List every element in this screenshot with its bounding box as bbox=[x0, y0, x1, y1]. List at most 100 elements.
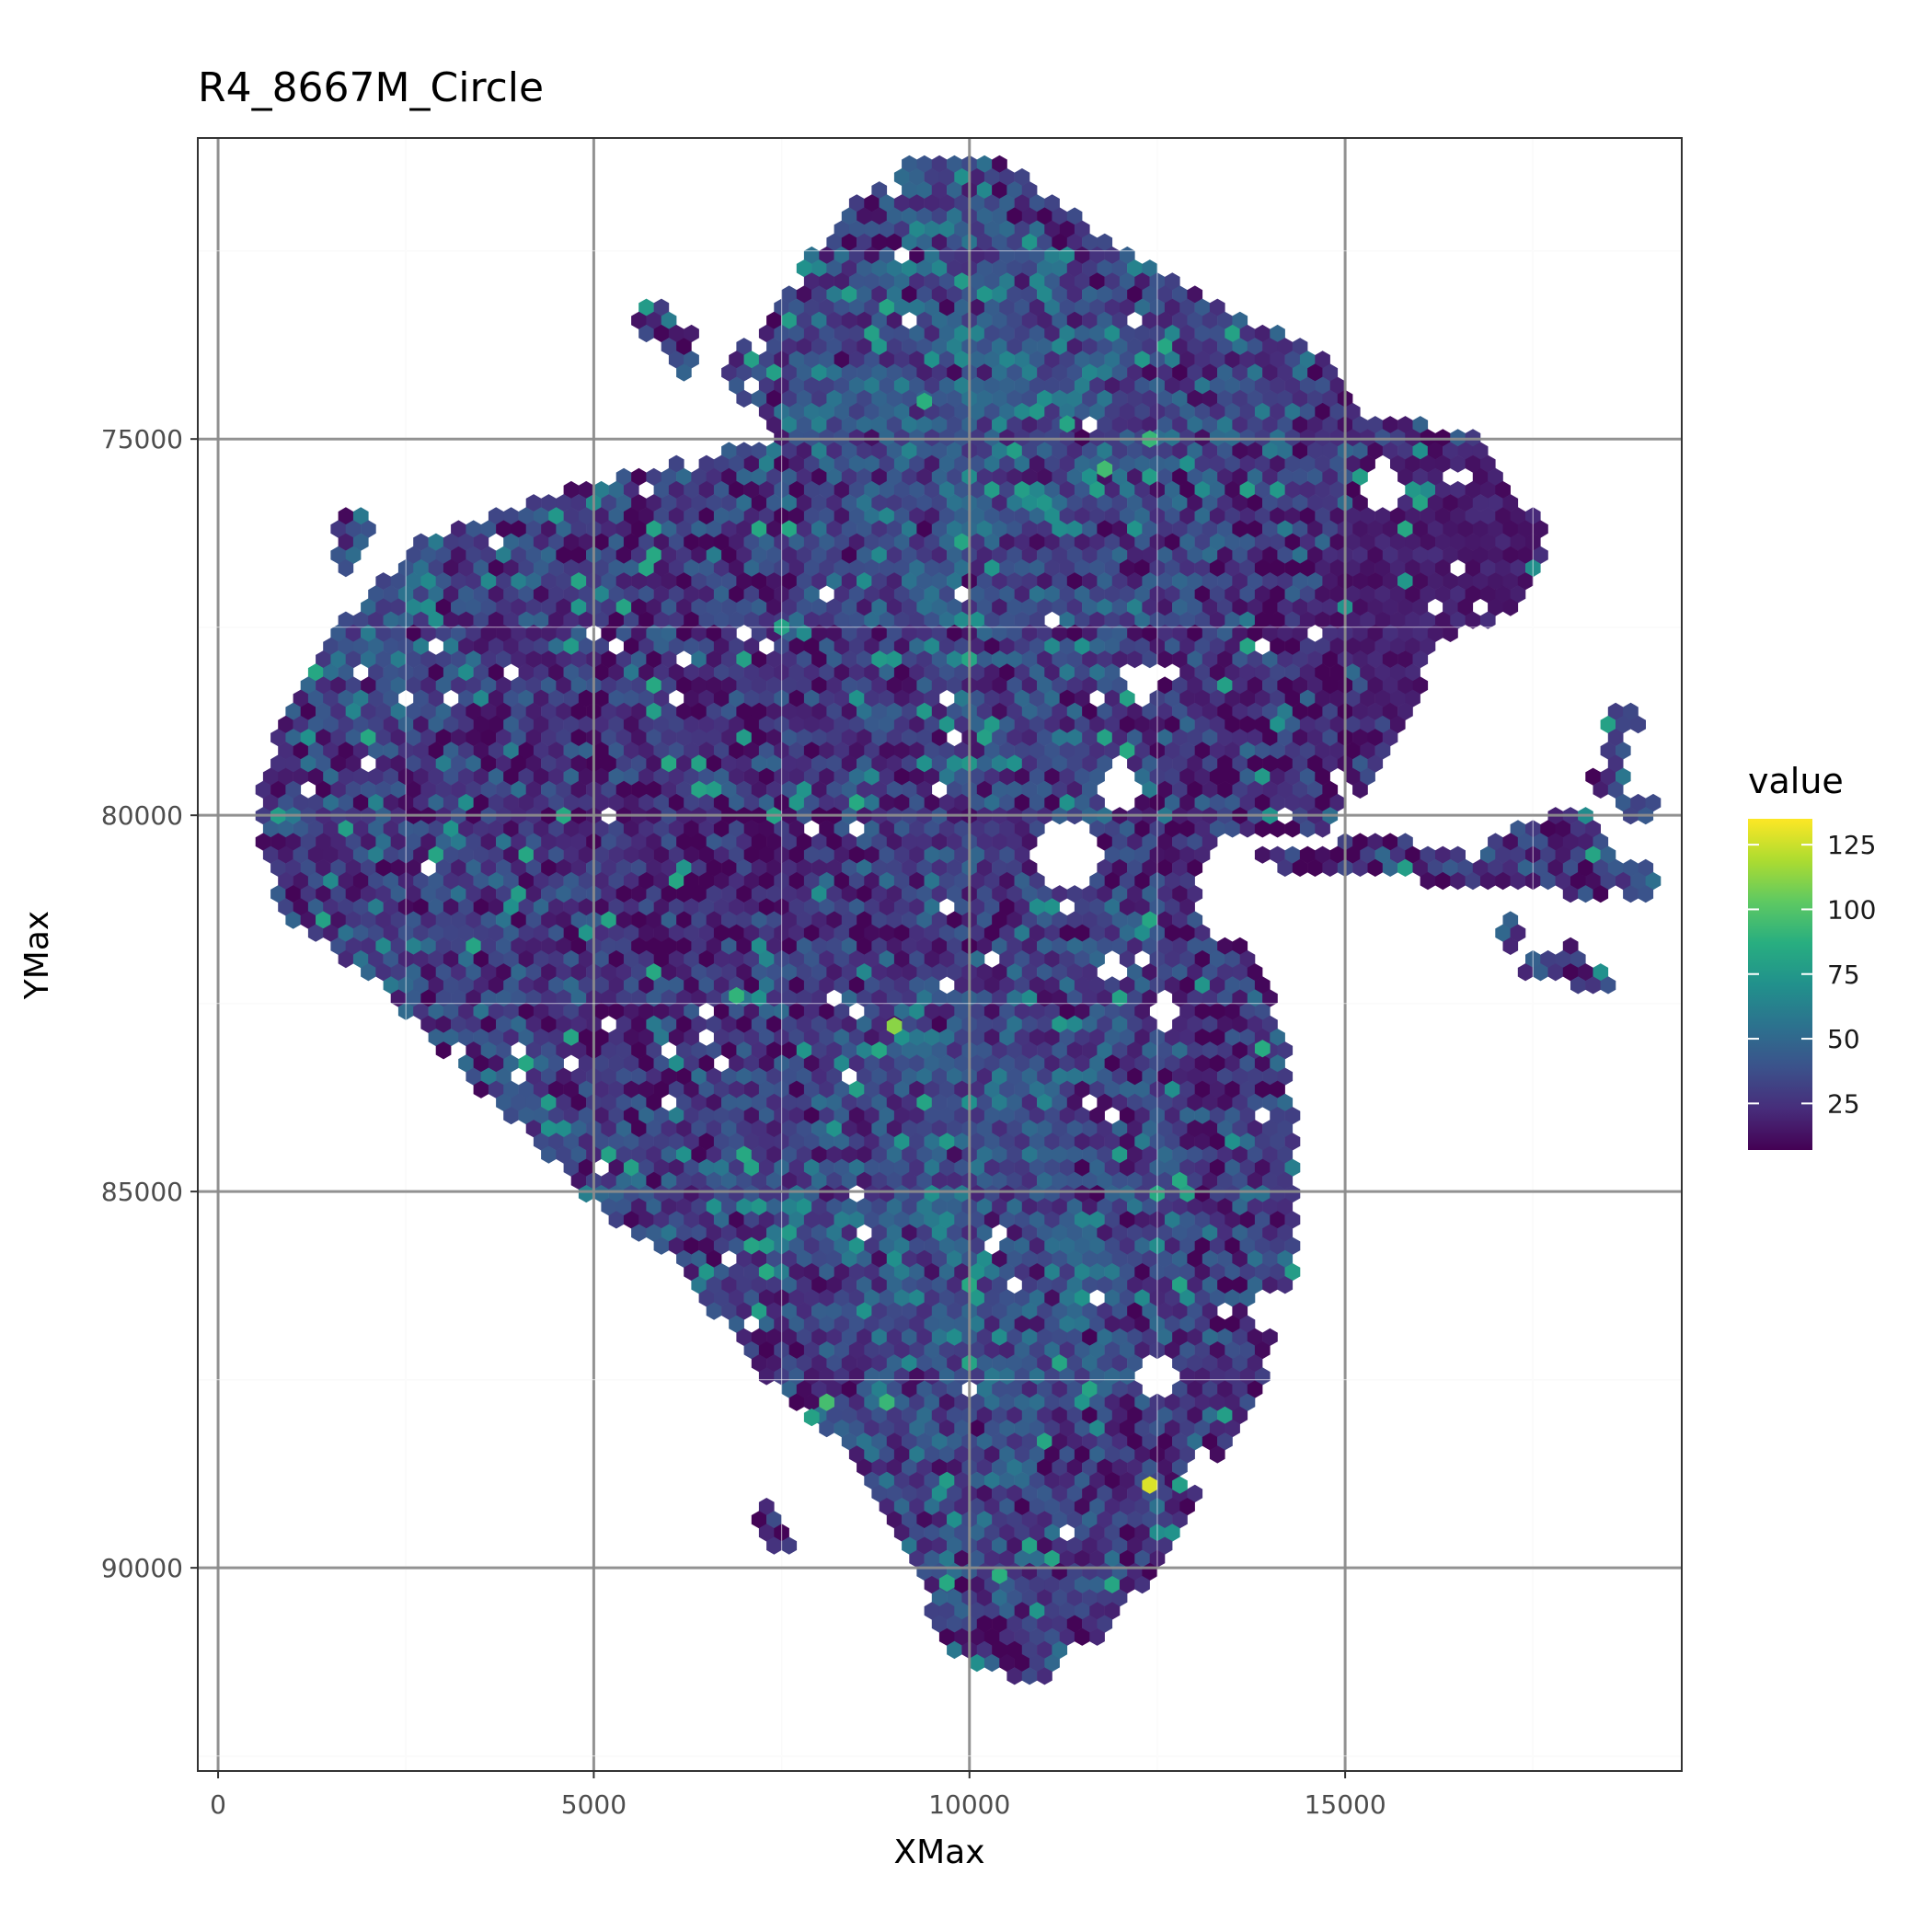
hex-cell bbox=[1382, 624, 1398, 642]
hex-cell bbox=[1021, 233, 1038, 251]
hex-cell bbox=[653, 298, 670, 316]
hex-cell bbox=[893, 558, 910, 578]
hex-cell bbox=[879, 689, 895, 707]
hex-cell bbox=[879, 533, 895, 551]
hex-cell bbox=[969, 611, 985, 629]
hex-cell bbox=[879, 585, 895, 604]
hex-cell bbox=[796, 676, 812, 695]
hex-cell bbox=[864, 376, 880, 395]
hex-cell bbox=[668, 351, 684, 369]
hex-cell bbox=[758, 454, 775, 473]
hex-cell bbox=[691, 702, 707, 720]
hex-cell bbox=[796, 363, 812, 382]
hex-cell bbox=[834, 480, 850, 500]
hex-cell bbox=[924, 220, 940, 238]
hex-cell bbox=[1202, 598, 1218, 616]
hex-cell bbox=[811, 442, 827, 460]
hex-cell bbox=[976, 233, 993, 251]
hex-cell bbox=[1089, 402, 1105, 421]
hex-cell bbox=[1082, 259, 1098, 278]
hex-cell bbox=[909, 611, 925, 629]
hex-cell bbox=[420, 624, 437, 642]
hex-cell bbox=[1172, 572, 1188, 591]
hex-cell bbox=[1225, 585, 1240, 604]
hex-cell bbox=[893, 324, 910, 343]
hex-cell bbox=[909, 376, 925, 395]
hex-cell bbox=[451, 572, 466, 591]
hex-cell bbox=[556, 546, 572, 564]
hex-cell bbox=[1345, 480, 1361, 500]
hex-cell bbox=[871, 494, 888, 512]
hex-cell bbox=[788, 480, 805, 500]
hex-cell bbox=[684, 689, 699, 707]
hex-cell bbox=[1299, 558, 1316, 578]
hex-cell bbox=[1119, 558, 1135, 578]
hex-cell bbox=[676, 546, 692, 564]
hex-cell bbox=[1194, 637, 1211, 656]
hex-cell bbox=[406, 624, 421, 642]
hex-cell bbox=[1299, 637, 1316, 656]
hex-cell bbox=[1037, 311, 1052, 329]
hex-cell bbox=[736, 338, 753, 356]
hex-cell bbox=[1156, 546, 1173, 564]
hex-cell bbox=[947, 676, 962, 695]
hex-cell bbox=[857, 572, 872, 591]
hex-cell bbox=[1202, 311, 1218, 329]
hex-cell bbox=[743, 507, 760, 525]
hex-cell bbox=[954, 220, 970, 238]
hex-cell bbox=[1427, 467, 1443, 486]
hex-cell bbox=[1352, 442, 1368, 460]
hex-cell bbox=[1390, 454, 1406, 473]
hex-cell bbox=[758, 611, 775, 629]
hex-cell bbox=[886, 520, 903, 538]
hex-cell bbox=[834, 298, 850, 316]
hex-cell bbox=[1187, 285, 1203, 304]
hex-cell bbox=[721, 624, 737, 642]
hex-cell bbox=[668, 507, 684, 525]
hex-cell bbox=[1307, 442, 1323, 460]
hex-cell bbox=[518, 585, 535, 604]
hex-cell bbox=[1352, 494, 1368, 512]
hex-cell bbox=[983, 558, 1000, 578]
hex-cell bbox=[1066, 676, 1083, 695]
hex-cell bbox=[548, 689, 564, 707]
hex-cell bbox=[593, 715, 609, 734]
hex-cell bbox=[1134, 376, 1150, 395]
hex-cell bbox=[1006, 338, 1023, 356]
hex-cell bbox=[563, 663, 580, 682]
hex-cell bbox=[743, 533, 760, 551]
hex-cell bbox=[992, 650, 1007, 669]
hex-cell bbox=[1194, 585, 1211, 604]
hex-cell bbox=[947, 702, 962, 720]
hex-cell bbox=[1277, 676, 1294, 695]
hex-cell bbox=[766, 520, 782, 538]
hex-cell bbox=[1488, 494, 1503, 512]
hex-cell bbox=[879, 324, 895, 343]
hex-cell bbox=[1134, 507, 1150, 525]
hex-cell bbox=[578, 507, 594, 525]
hex-cell bbox=[879, 480, 895, 500]
hex-cell bbox=[886, 389, 903, 408]
hex-cell bbox=[615, 572, 632, 591]
hex-cell bbox=[834, 272, 850, 291]
hex-cell bbox=[871, 338, 888, 356]
hex-cell bbox=[886, 494, 903, 512]
hex-cell bbox=[983, 194, 1000, 213]
hex-cell bbox=[1104, 272, 1121, 291]
hex-cell bbox=[653, 585, 670, 604]
hex-cell bbox=[1089, 611, 1105, 629]
hex-cell bbox=[811, 259, 827, 278]
hex-cell bbox=[1194, 402, 1211, 421]
hex-cell bbox=[886, 259, 903, 278]
hex-cell bbox=[1360, 689, 1375, 707]
hex-cell bbox=[916, 494, 933, 512]
hex-cell bbox=[1052, 285, 1068, 304]
hex-cell bbox=[893, 663, 910, 682]
hex-cell bbox=[533, 715, 549, 734]
hex-cell bbox=[541, 729, 557, 747]
hex-cell bbox=[390, 624, 407, 642]
hex-cell bbox=[1254, 715, 1271, 734]
hex-cell bbox=[1059, 689, 1075, 707]
hex-cell bbox=[608, 507, 625, 525]
hex-cell bbox=[954, 507, 970, 525]
